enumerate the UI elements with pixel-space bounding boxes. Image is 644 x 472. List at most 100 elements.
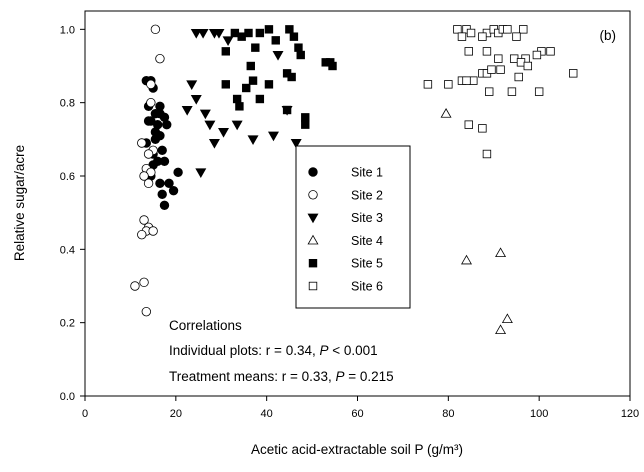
data-point-site-1 [159, 200, 170, 211]
data-point-site-6 [466, 28, 476, 38]
data-point-site-5 [301, 113, 310, 122]
data-point-site-5 [282, 105, 292, 115]
data-point-site-5 [235, 102, 244, 111]
x-axis-ticks: 0 20 40 60 80 100 120 [82, 396, 639, 420]
legend: Site 1 Site 2 Site 3 Site 4 Site 5 Site 6 [295, 145, 411, 309]
data-point-site-6 [482, 149, 492, 159]
data-point-site-5 [289, 32, 299, 41]
data-point-site-3 [199, 109, 211, 120]
data-point-site-6 [512, 32, 521, 41]
data-point-site-6 [487, 65, 496, 74]
x-tick-label: 60 [351, 408, 363, 420]
data-point-site-2 [143, 178, 154, 189]
data-point-site-3 [247, 135, 259, 145]
data-point-site-4 [501, 313, 513, 324]
data-point-site-2 [137, 229, 147, 240]
data-point-site-3 [204, 120, 216, 131]
y-tick-label: 0.0 [60, 391, 75, 403]
legend-label-site-5: Site 5 [351, 257, 383, 271]
legend-label-site-1: Site 1 [351, 166, 383, 180]
data-point-site-6 [514, 72, 523, 82]
legend-marker-site-4 [307, 234, 319, 245]
data-point-site-6 [464, 120, 473, 129]
data-point-site-6 [423, 80, 433, 89]
data-point-site-2 [146, 79, 156, 90]
data-point-site-5 [248, 76, 258, 85]
data-point-site-3 [222, 36, 234, 46]
data-point-site-3 [195, 168, 207, 178]
legend-label-site-3: Site 3 [351, 211, 383, 225]
data-point-site-5 [264, 80, 274, 89]
data-point-site-1 [173, 167, 183, 178]
legend-marker-site-1 [308, 167, 318, 177]
data-point-site-5 [255, 28, 265, 38]
data-point-site-2 [137, 138, 147, 148]
data-point-site-2 [139, 171, 149, 181]
data-point-site-1 [155, 178, 165, 189]
data-point-site-1 [157, 189, 167, 200]
data-point-site-1 [168, 185, 179, 196]
legend-marker-site-3 [307, 213, 319, 224]
data-point-site-5 [328, 61, 337, 71]
data-point-site-3 [218, 127, 230, 138]
y-tick-label: 1.0 [60, 24, 75, 36]
data-point-site-1 [162, 119, 172, 130]
y-axis-ticks: 0.0 0.2 0.4 0.6 0.8 1.0 [60, 24, 85, 403]
data-point-site-3 [186, 80, 198, 90]
legend-label-site-4: Site 4 [351, 234, 383, 248]
data-point-site-5 [232, 94, 242, 104]
data-point-site-5 [255, 94, 265, 104]
data-point-site-2 [130, 281, 140, 291]
data-point-site-3 [197, 28, 209, 39]
annotation-treatment-means: Treatment means: r = 0.33, P = 0.215 [169, 369, 394, 384]
data-point-site-3 [213, 28, 225, 39]
data-point-site-3 [272, 51, 284, 61]
data-points [130, 24, 578, 335]
data-point-site-5 [264, 25, 274, 34]
data-point-site-5 [271, 36, 280, 45]
data-point-site-6 [569, 69, 578, 78]
data-point-site-5 [221, 47, 230, 56]
data-point-site-5 [246, 61, 255, 71]
x-tick-label: 40 [261, 408, 273, 420]
legend-label-site-2: Site 2 [351, 188, 383, 202]
data-point-site-5 [285, 25, 294, 34]
data-point-site-1 [143, 116, 154, 126]
data-point-site-5 [242, 83, 251, 93]
data-point-site-6 [478, 124, 487, 133]
y-tick-label: 0.8 [60, 98, 75, 110]
data-point-site-6 [496, 65, 505, 74]
data-point-site-2 [146, 97, 156, 108]
data-point-site-1 [159, 156, 170, 167]
data-point-site-5 [294, 43, 303, 52]
data-point-site-5 [287, 72, 296, 82]
data-point-site-6 [457, 32, 467, 41]
data-point-site-4 [461, 254, 472, 265]
correlation-annotations: Correlations Individual plots: r = 0.34,… [169, 318, 394, 384]
data-point-site-6 [464, 47, 473, 56]
data-point-site-2 [148, 226, 158, 236]
x-tick-label: 20 [170, 408, 182, 420]
x-tick-label: 80 [442, 408, 454, 420]
data-point-site-2 [143, 149, 154, 159]
y-tick-label: 0.2 [60, 318, 75, 330]
data-point-site-1 [150, 127, 161, 137]
annotation-title: Correlations [169, 318, 242, 333]
data-point-site-2 [155, 53, 165, 64]
data-point-site-5 [237, 32, 246, 41]
data-point-site-6 [444, 80, 453, 89]
data-point-site-6 [546, 47, 555, 56]
data-point-site-3 [208, 138, 220, 149]
data-point-site-6 [519, 25, 528, 34]
data-point-site-6 [453, 25, 462, 34]
legend-label-site-6: Site 6 [351, 280, 383, 294]
data-point-site-6 [478, 32, 487, 41]
data-point-site-6 [494, 54, 503, 63]
data-point-site-1 [164, 178, 174, 189]
data-point-site-4 [495, 324, 507, 335]
data-point-site-5 [221, 80, 230, 89]
legend-marker-site-5 [308, 258, 318, 268]
data-point-site-3 [290, 138, 302, 149]
y-tick-label: 0.6 [60, 171, 75, 183]
